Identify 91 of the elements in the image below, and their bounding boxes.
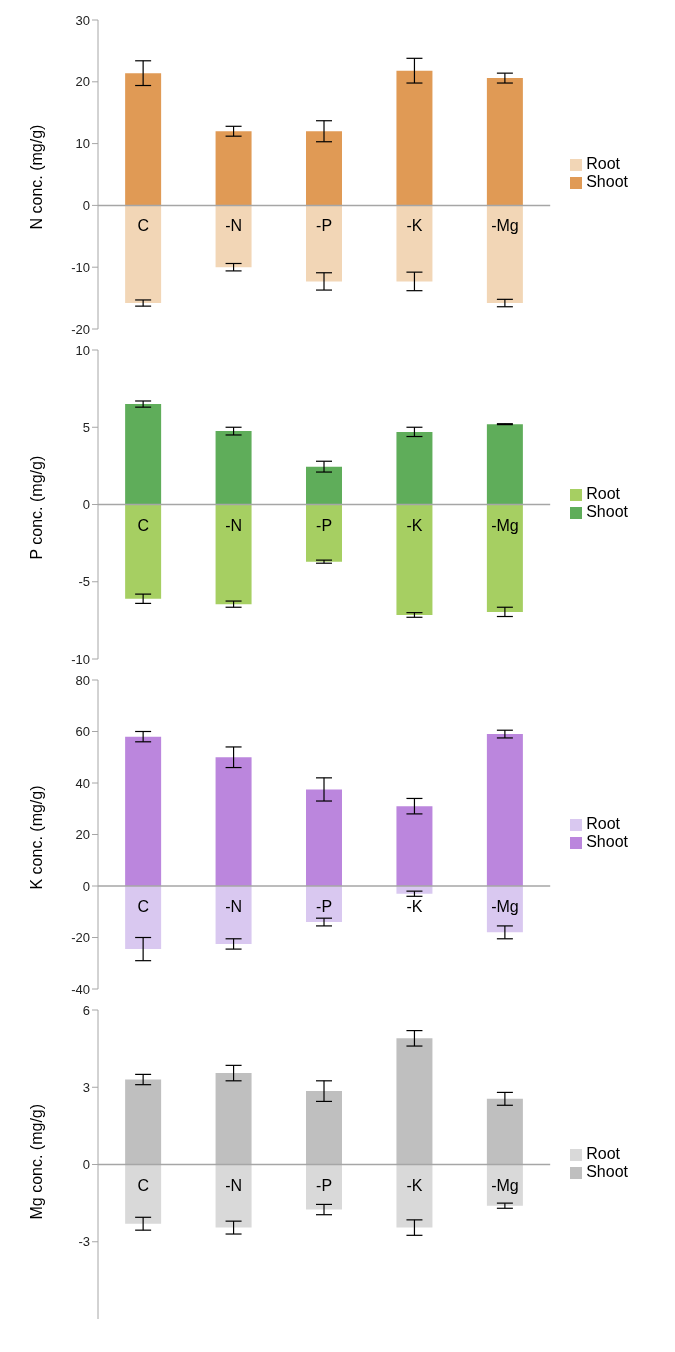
y-tick-label: 20 — [75, 74, 90, 90]
bar — [306, 886, 343, 923]
bar — [396, 806, 433, 886]
legend-label: Shoot — [586, 503, 628, 520]
bar — [396, 1038, 433, 1165]
bar — [125, 1079, 162, 1165]
x-tick-label: -Mg — [491, 217, 519, 235]
x-tick-label: -Mg — [491, 1176, 519, 1194]
x-tick-label: -P — [316, 898, 333, 915]
bar — [396, 70, 433, 206]
y-tick-label: 6 — [82, 1002, 90, 1018]
y-tick-label: 10 — [75, 136, 90, 152]
x-tick-label: C — [137, 516, 149, 534]
bar — [396, 205, 433, 282]
y-tick-label: 60 — [75, 724, 90, 740]
bar — [125, 404, 162, 505]
x-tick-label: -Mg — [491, 516, 519, 534]
y-tick-label: 80 — [75, 672, 90, 688]
bar — [486, 734, 523, 886]
y-tick-label: 30 — [75, 12, 90, 28]
bar — [486, 78, 523, 206]
bar — [396, 1164, 433, 1228]
bar — [125, 736, 162, 886]
bar — [215, 205, 252, 268]
bar — [486, 1098, 523, 1165]
y-tick-label: 0 — [82, 497, 90, 513]
x-tick-label: -K — [406, 516, 423, 534]
x-tick-label: -N — [225, 516, 243, 534]
y-tick-label: 0 — [82, 878, 90, 894]
bar — [215, 1164, 252, 1228]
bar — [215, 131, 252, 206]
y-tick-label: -10 — [71, 259, 90, 275]
bar — [215, 431, 252, 505]
bar — [306, 789, 343, 886]
legend-label: Shoot — [586, 833, 628, 850]
y-tick-label: 10 — [75, 342, 90, 358]
y-tick-label: -40 — [71, 981, 90, 997]
x-tick-label: -K — [406, 898, 423, 915]
bar — [125, 1164, 162, 1224]
bar — [125, 205, 162, 304]
bar — [396, 431, 433, 505]
x-tick-label: -Mg — [491, 898, 519, 915]
y-tick-label: -20 — [71, 321, 90, 337]
y-tick-label: 0 — [82, 198, 90, 214]
legend-label: Root — [586, 1145, 620, 1162]
y-tick-label: -5 — [78, 574, 90, 590]
y-tick-label: 3 — [82, 1079, 90, 1095]
y-axis-title: P conc. (mg/g) — [27, 455, 45, 560]
bar — [215, 504, 252, 605]
bar — [486, 504, 523, 612]
bar — [215, 757, 252, 886]
y-tick-label: 40 — [75, 775, 90, 791]
bar — [215, 886, 252, 944]
legend-label: Shoot — [586, 1163, 628, 1180]
bar — [486, 424, 523, 505]
y-tick-label: 20 — [75, 827, 90, 843]
x-tick-label: -N — [225, 217, 243, 235]
x-tick-label: -N — [225, 1176, 243, 1194]
bar — [125, 73, 162, 206]
y-tick-label: -3 — [78, 1234, 90, 1250]
x-tick-label: -K — [406, 217, 423, 235]
bar — [306, 131, 343, 206]
bar — [486, 205, 523, 304]
bar — [306, 205, 343, 282]
y-axis-title: K conc. (mg/g) — [27, 785, 45, 890]
y-tick-label: 5 — [82, 419, 90, 435]
x-tick-label: -P — [316, 1176, 333, 1194]
x-tick-label: -N — [225, 898, 243, 915]
y-tick-label: -10 — [71, 651, 90, 667]
x-tick-label: C — [137, 898, 149, 915]
bar — [125, 504, 162, 599]
bar — [215, 1073, 252, 1165]
x-tick-label: C — [137, 1176, 149, 1194]
y-tick-label: -20 — [71, 930, 90, 946]
bar — [306, 504, 343, 562]
bar — [306, 1091, 343, 1165]
y-tick-label: 0 — [82, 1157, 90, 1173]
bar — [396, 504, 433, 615]
legend-label: Root — [586, 485, 620, 502]
x-tick-label: -P — [316, 217, 333, 235]
bar — [306, 1164, 343, 1210]
bar — [125, 886, 162, 950]
legend-label: Root — [586, 815, 620, 832]
legend-label: Root — [586, 155, 620, 172]
x-tick-label: -P — [316, 516, 333, 534]
y-axis-title: Mg conc. (mg/g) — [27, 1103, 45, 1220]
x-tick-label: C — [137, 217, 149, 235]
x-tick-label: -K — [406, 1176, 423, 1194]
bar — [306, 466, 343, 505]
y-axis-title: N conc. (mg/g) — [27, 124, 45, 230]
legend-label: Shoot — [586, 173, 628, 190]
